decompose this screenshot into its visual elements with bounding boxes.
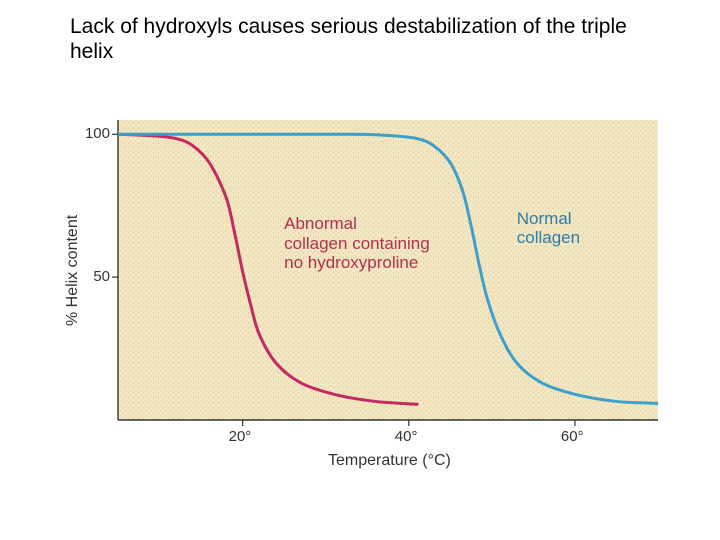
series-label-abnormal: Abnormalcollagen containingno hydroxypro… — [284, 214, 430, 273]
series-label-normal: Normalcollagen — [517, 209, 580, 248]
y-tick-label: 100 — [70, 125, 110, 142]
x-axis-label: Temperature (°C) — [328, 452, 451, 470]
x-tick-label: 40° — [395, 428, 418, 445]
x-tick-label: 60° — [561, 428, 584, 445]
x-tick-label: 20° — [229, 428, 252, 445]
helix-chart: % Helix content Temperature (°C) 20°40°6… — [40, 120, 680, 500]
slide-title: Lack of hydroxyls causes serious destabi… — [70, 14, 630, 64]
y-tick-label: 50 — [70, 268, 110, 285]
chart-svg — [40, 120, 680, 500]
